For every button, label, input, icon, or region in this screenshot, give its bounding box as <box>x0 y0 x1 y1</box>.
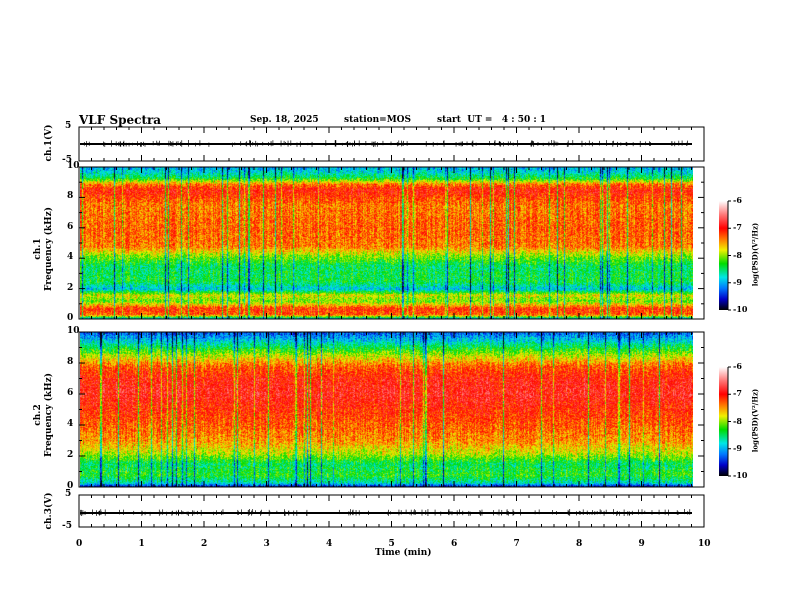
colorbar-tick-label: -7 <box>733 388 742 398</box>
y-tick-label: -5 <box>62 521 72 531</box>
y-tick-label: 4 <box>67 419 73 429</box>
x-tick-label: 10 <box>698 539 711 549</box>
colorbar-tick-label: -7 <box>733 222 742 232</box>
axes-layer <box>0 0 792 612</box>
y-tick-label: 8 <box>67 357 73 367</box>
ylabel-line2: Frequency (kHz) <box>44 207 54 291</box>
ch1-spec-ylabel: ch.1 Frequency (kHz) <box>33 199 55 299</box>
y-tick-label: 8 <box>67 191 73 201</box>
panel-frame <box>79 167 704 319</box>
colorbar-tick-label: -9 <box>733 443 742 453</box>
x-tick-label: 1 <box>139 539 145 549</box>
x-tick-label: 8 <box>576 539 582 549</box>
colorbar-tick-label: -10 <box>733 470 747 480</box>
colorbar-tick-label: -6 <box>733 361 742 371</box>
x-tick-label: 2 <box>201 539 207 549</box>
x-axis-label: Time (min) <box>375 548 432 558</box>
ch3-ylabel: ch.3(V) <box>44 481 54 541</box>
ylabel-line1: ch.1 <box>33 238 43 259</box>
y-tick-label: 2 <box>67 450 73 460</box>
ch2-colorbar-label: log(PSD)(V²/Hz) <box>751 376 760 466</box>
x-tick-label: 7 <box>514 539 520 549</box>
colorbar-tick-label: -10 <box>733 304 747 314</box>
y-tick-label: 10 <box>67 326 80 336</box>
vlf-spectra-figure: VLF Spectra Sep. 18, 2025 station=MOS st… <box>0 0 792 612</box>
x-tick-label: 3 <box>264 539 270 549</box>
colorbar-tick-label: -8 <box>733 250 742 260</box>
ch1-colorbar-label: log(PSD)(V²/Hz) <box>751 210 760 300</box>
y-tick-label: 5 <box>65 489 71 499</box>
x-tick-label: 6 <box>451 539 457 549</box>
ylabel-line1: ch.2 <box>33 404 43 425</box>
y-tick-label: 10 <box>67 161 80 171</box>
y-tick-label: 0 <box>67 313 73 323</box>
x-tick-label: 4 <box>326 539 332 549</box>
y-tick-label: 4 <box>67 252 73 262</box>
colorbar-tick-label: -9 <box>733 277 742 287</box>
y-tick-label: 6 <box>67 222 73 232</box>
colorbar-tick-label: -8 <box>733 416 742 426</box>
colorbar-tick-label: -6 <box>733 195 742 205</box>
y-tick-label: 5 <box>65 121 71 131</box>
x-tick-label: 9 <box>639 539 645 549</box>
y-tick-label: 2 <box>67 283 73 293</box>
panel-frame <box>79 332 704 487</box>
x-tick-label: 0 <box>76 539 82 549</box>
ylabel-line2: Frequency (kHz) <box>44 373 54 457</box>
ch1-ylabel: ch.1(V) <box>44 113 54 173</box>
x-tick-label: 5 <box>389 539 395 549</box>
y-tick-label: 6 <box>67 388 73 398</box>
ch2-spec-ylabel: ch.2 Frequency (kHz) <box>33 365 55 465</box>
